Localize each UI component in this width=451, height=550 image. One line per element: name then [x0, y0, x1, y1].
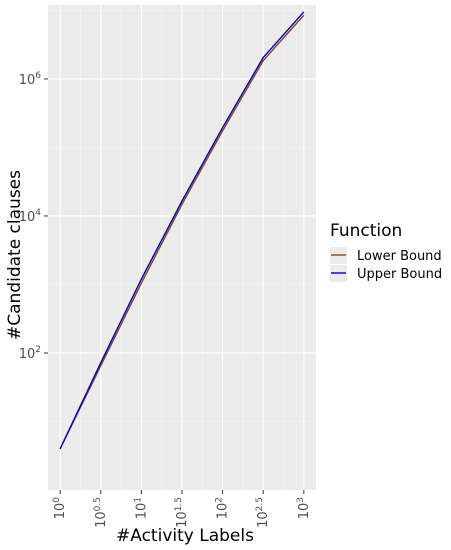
x-tick-label: 103 — [296, 497, 312, 519]
x-tick-label: 101 — [133, 497, 149, 519]
y-axis-ticks: 102 104 106 — [19, 71, 48, 362]
legend-title: Function — [330, 221, 402, 241]
x-tick-label: 101.5 — [174, 497, 190, 528]
legend-label: Lower Bound — [357, 249, 442, 264]
grid — [48, 5, 316, 490]
series-lines — [59, 11, 305, 450]
x-tick-label: 100.5 — [93, 497, 109, 528]
y-tick-label: 102 — [19, 345, 41, 362]
y-tick-label: 104 — [19, 208, 42, 225]
x-tick-label: 102 — [215, 497, 231, 519]
x-axis-ticks: 100 100.5 101 101.5 102 102.5 103 — [52, 490, 312, 528]
x-axis-title: #Activity Labels — [116, 526, 254, 546]
y-tick-label: 106 — [19, 71, 42, 88]
legend-label: Upper Bound — [357, 267, 442, 282]
legend: Function Lower Bound Upper Bound — [330, 221, 442, 282]
series-line-lower-bound — [59, 14, 305, 450]
x-tick-label: 102.5 — [255, 497, 271, 528]
x-tick-label: 100 — [52, 497, 68, 520]
y-axis-title: #Candidate clauses — [5, 170, 25, 340]
series-line-upper-bound — [59, 11, 305, 450]
